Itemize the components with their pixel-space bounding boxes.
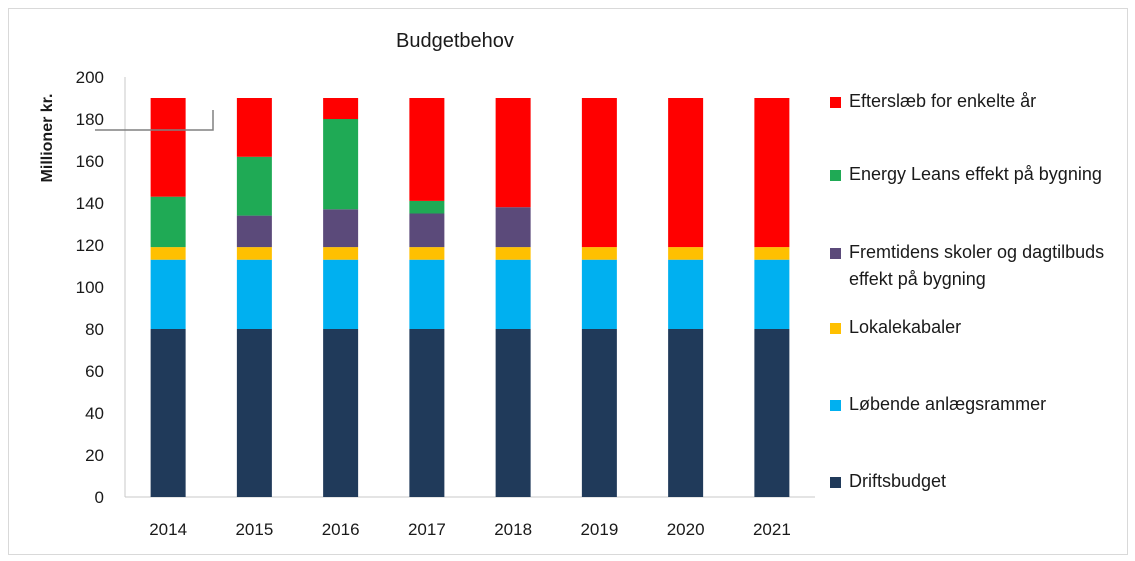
legend-swatch [830,323,841,334]
legend-label: Efterslæb for enkelte år [849,91,1037,111]
chart-title: Budgetbehov [396,30,514,52]
bar-segment [236,329,272,497]
bar-segment [754,98,790,248]
legend-swatch [830,248,841,259]
y-tick-label: 180 [76,110,104,129]
bar-segment [236,215,272,248]
bar-segment [150,98,186,197]
bar-segment [495,259,531,329]
bar-segment [409,247,445,260]
bar-segment [323,329,359,497]
x-tick-label: 2019 [580,520,618,539]
y-tick-label: 200 [76,68,104,87]
x-tick-label: 2016 [322,520,360,539]
bar-segment [323,119,359,210]
legend-label: Lokalekabaler [849,317,962,337]
x-tick-label: 2015 [235,520,273,539]
bar-segment [323,259,359,329]
legend-label: Energy Leans effekt på bygning [849,164,1102,184]
legend-item: Energy Leans effekt på bygning [830,164,1129,188]
bar-segment [409,213,445,248]
y-tick-label: 40 [85,404,104,423]
x-tick-label: 2017 [408,520,446,539]
y-tick-label: 160 [76,152,104,171]
bar-segment [236,156,272,216]
bar-segment [754,259,790,329]
y-tick-label: 140 [76,194,104,213]
bar-segment [236,98,272,157]
y-tick-label: 100 [76,278,104,297]
bar-segment [323,247,359,260]
bar-segment [323,209,359,248]
x-tick-label: 2021 [753,520,791,539]
bar-segment [581,247,617,260]
bar-segment [495,98,531,208]
legend-item: Driftsbudget [830,471,1129,495]
bar-segment [409,200,445,214]
bar-segment [668,98,704,248]
y-tick-label: 20 [85,446,104,465]
bracket-annotation-line [95,110,214,131]
legend-item: Lokalekabaler [830,317,1129,341]
legend-label: Løbende anlægsrammer [849,394,1047,414]
chart-frame [8,8,1128,555]
legend-swatch [830,400,841,411]
bar-segment [495,247,531,260]
y-tick-label: 0 [95,488,104,507]
bar-segment [495,207,531,248]
bar-segment [495,329,531,497]
legend-swatch [830,477,841,488]
bar-segment [754,247,790,260]
legend-swatch [830,170,841,181]
x-tick-label: 2020 [667,520,705,539]
x-tick-label: 2018 [494,520,532,539]
x-tick-label: 2014 [149,520,187,539]
y-axis-label: Millioner kr. [39,94,56,183]
bar-segment [581,329,617,497]
bar-segment [150,259,186,329]
bar-segment [150,329,186,497]
bar-segment [150,196,186,248]
legend-item: Fremtidens skoler og dagtilbuds effekt p… [830,242,1129,293]
bar-segment [668,329,704,497]
bar-segment [668,247,704,260]
bar-segment [236,247,272,260]
y-tick-label: 80 [85,320,104,339]
y-tick-label: 60 [85,362,104,381]
plot-layer: 0 20 40 60 80 100 120 140 160 180 200 2014 2015 2016 2… [76,68,815,539]
legend-label: Fremtidens skoler og dagtilbuds effekt p… [849,242,1105,289]
bar-segment [668,259,704,329]
bar-segment [409,98,445,201]
bar-segment [409,329,445,497]
legend-item: Efterslæb for enkelte år [830,91,1129,115]
legend-swatch [830,97,841,108]
bar-segment [754,329,790,497]
bar-segment [581,259,617,329]
bar-segment [581,98,617,248]
bar-segment [409,259,445,329]
bar-segment [323,98,359,119]
legend: Efterslæb for enkelte år Energy Leans eff… [830,0,1130,561]
legend-item: Løbende anlægsrammer [830,394,1129,418]
y-tick-label: 120 [76,236,104,255]
bar-segment [150,247,186,260]
bar-segment [236,259,272,329]
legend-label: Driftsbudget [849,471,947,491]
